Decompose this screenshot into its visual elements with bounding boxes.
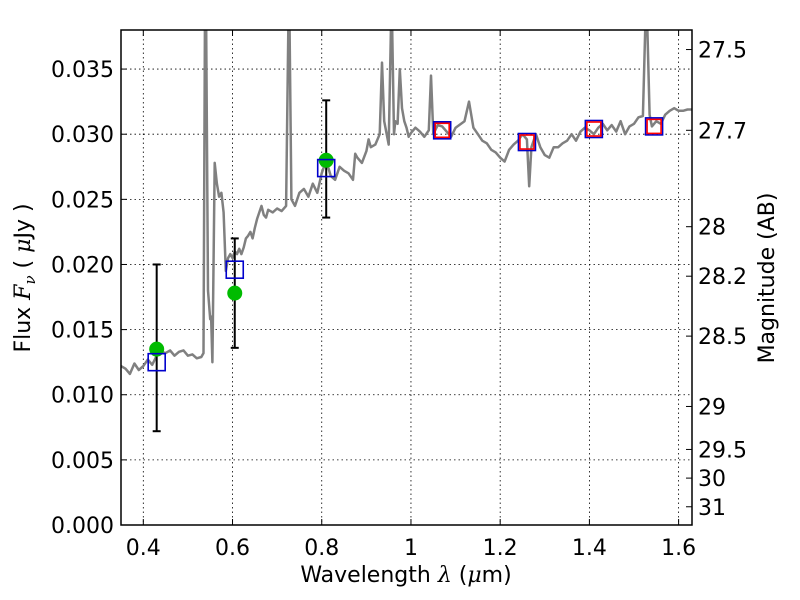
y2-tick-label: 27.7: [698, 119, 747, 144]
red-square-marker: [646, 118, 662, 135]
red-square-marker: [519, 134, 535, 150]
y-tick-label: 0.030: [51, 123, 114, 148]
y2-axis-label: Magnitude (AB): [755, 193, 780, 364]
y2-tick-label: 29.5: [698, 438, 747, 463]
y-tick-label: 0.035: [51, 58, 114, 83]
x-tick-label: 1: [404, 536, 418, 561]
x-tick-label: 0.8: [304, 536, 339, 561]
x-tick-label: 0.4: [126, 536, 161, 561]
blue-square-marker: [517, 132, 537, 152]
y-tick-label: 0.010: [51, 384, 114, 409]
y-tick-label: 0.025: [51, 188, 114, 213]
blue-square-marker: [644, 117, 664, 136]
grid: [121, 30, 692, 526]
y-tick-label: 0.005: [51, 449, 114, 474]
red-square-marker: [434, 122, 450, 139]
red-square-marker: [586, 121, 602, 137]
x-tick-label: 1.2: [483, 536, 518, 561]
x-tick-label: 1.6: [661, 536, 696, 561]
plot-clipped: [121, 30, 692, 433]
x-axis-label: Wavelength λ (μm): [300, 563, 511, 588]
y2-tick-label: 30: [698, 467, 726, 492]
blue-square-marker: [316, 158, 336, 178]
y2-tick-label: 29: [698, 395, 726, 420]
axis-ticks: 0.4 0.6 0.8 1 1.2 1.4 1.6 0.000 0.005 0.010 0.015 0…: [51, 30, 747, 561]
plot-area: [121, 30, 692, 433]
blue-square-marker: [225, 260, 245, 279]
y2-tick-label: 27.5: [698, 39, 747, 64]
y-axis-label: Flux Fν ( μJy ): [11, 203, 39, 352]
y2-tick-label: 28: [698, 216, 726, 241]
y2-tick-label: 28.2: [698, 265, 747, 290]
y-tick-label: 0.015: [51, 319, 114, 344]
y2-tick-label: 31: [698, 496, 726, 521]
blue-square-marker: [147, 352, 166, 372]
blue-square-marker: [584, 119, 604, 139]
y-tick-label: 0.000: [51, 514, 114, 539]
plot-frame: [120, 29, 693, 526]
y-tick-label: 0.020: [51, 253, 114, 278]
observed-point: [227, 285, 243, 301]
blue-square-marker: [432, 121, 452, 140]
x-tick-label: 0.6: [215, 536, 250, 561]
x-tick-label: 1.4: [572, 536, 607, 561]
y2-tick-label: 28.5: [698, 325, 747, 350]
spectrum-line: [121, 30, 692, 376]
